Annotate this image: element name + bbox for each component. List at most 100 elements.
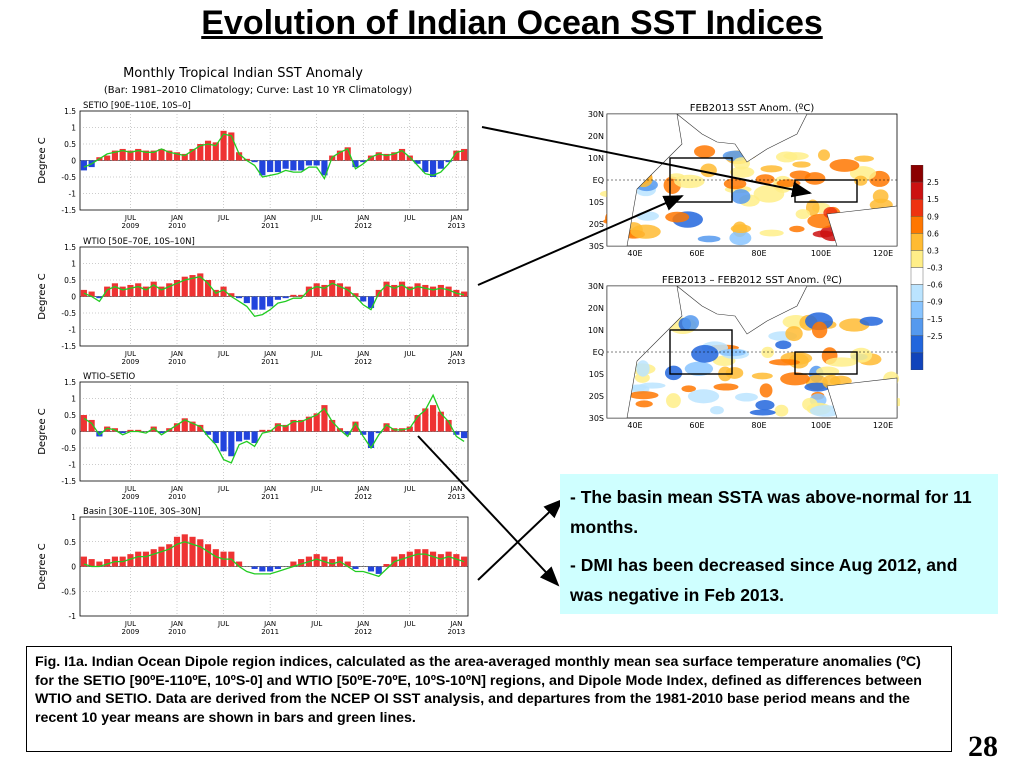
x-tick-label: JAN [449,620,462,628]
anomaly-patch [774,404,789,417]
bar [329,559,336,567]
colorbar-segment [910,318,924,337]
bar [414,283,421,297]
bar [461,148,468,161]
bar [142,551,150,567]
colorbar-segment [910,267,924,285]
x-tick-label: 2011 [261,628,279,636]
anomaly-patch [780,372,810,386]
bar [367,566,375,572]
y-tick-label: -1.5 [61,477,76,486]
bar [228,431,235,457]
bar [305,416,312,432]
bar [220,431,227,452]
bar [251,296,258,310]
bar [437,554,444,567]
bar [344,561,351,567]
x-tick-label: JAN [356,350,369,358]
bar [228,132,235,161]
anomaly-patch [694,145,716,158]
lat-label: EQ [593,348,604,357]
colorbar: 2.5 1.5 0.9 0.6 0.3 –0.3 –0.6 –0.9 –1.5 –2.5 [910,165,943,370]
y-axis-label: Degree C [37,137,48,184]
bar [127,554,134,567]
x-tick-label: 2010 [168,222,186,230]
x-tick-label: JAN [263,620,276,628]
bar [406,286,413,297]
colorbar-segment [910,181,924,200]
anomaly-patch [664,365,683,381]
colorbar-segment [910,198,924,217]
colorbar-label: –0.9 [927,298,943,307]
bar [197,424,204,432]
x-tick-label: JUL [217,214,229,222]
bar [313,413,320,432]
anomaly-patch [829,159,860,172]
anomaly-patch [816,366,840,377]
anomaly-patch [684,361,714,376]
x-tick-label: 2011 [261,358,279,366]
x-tick-label: JUL [124,350,136,358]
bar [313,283,320,297]
bar [119,286,126,297]
y-tick-label: -0.5 [61,587,76,596]
bar [88,419,95,432]
sst-anomaly-maps: FEB2013 SST Anom. (ºC) 30N 20N 10N EQ 10S 20S 3… [588,103,900,430]
bar [96,561,103,567]
bar [274,296,281,300]
bar [204,280,212,297]
y-tick-label: -0.5 [61,309,76,318]
y-tick-label: 1 [71,124,76,133]
x-tick-label: JAN [170,620,183,628]
series-line [83,393,465,464]
anomaly-patch [811,321,828,339]
index-chart: -1.5 -1 -0.5 0 0.5 1 1.5 WTIO [50E–70E, 10S–10N… [37,237,469,366]
bar [88,291,95,297]
bar [344,286,351,297]
anomaly-patch [775,151,798,163]
sst-map: FEB2013 – FEB2012 SST Anom. (ºC) 30N 20N 10… [588,275,900,430]
bar [445,551,452,567]
bar [243,431,250,440]
bar [298,419,305,432]
bar [290,561,297,567]
x-tick-label: JUL [403,350,415,358]
wtio-box [669,329,733,375]
lat-label: 10S [589,198,604,207]
panel-title: Monthly Tropical Indian SST Anomaly [123,66,363,81]
bar [189,275,196,297]
colorbar-segment [910,233,924,251]
colorbar-label: 2.5 [927,178,939,187]
bar [422,549,429,567]
bar [398,148,406,161]
bar [422,284,429,297]
bar [336,283,344,297]
bar [181,534,188,567]
bar [104,286,111,297]
note-item: - DMI has been decreased since Aug 2012,… [570,555,958,605]
bar [344,431,351,435]
x-tick-label: 2012 [354,358,372,366]
bar [204,544,212,567]
bar [445,160,452,163]
anomaly-patch [636,211,659,221]
bar [274,160,281,173]
anomaly-patch [730,224,752,233]
y-tick-label: 0 [71,157,76,166]
bar [251,431,258,444]
bar [119,148,126,161]
bar [383,564,390,567]
chart-title: Basin [30E–110E, 30S–30N] [83,507,201,517]
bar [453,431,460,435]
bar [352,421,359,432]
bar [80,160,87,171]
x-tick-label: 2011 [261,493,279,501]
y-tick-label: 1 [71,395,76,404]
lat-label: 30N [588,110,604,119]
colorbar-segment [910,301,924,319]
bar [150,150,157,161]
bar [414,549,421,567]
y-tick-label: -1 [69,326,77,335]
x-tick-label: 2012 [354,222,372,230]
y-tick-label: -1 [69,461,77,470]
